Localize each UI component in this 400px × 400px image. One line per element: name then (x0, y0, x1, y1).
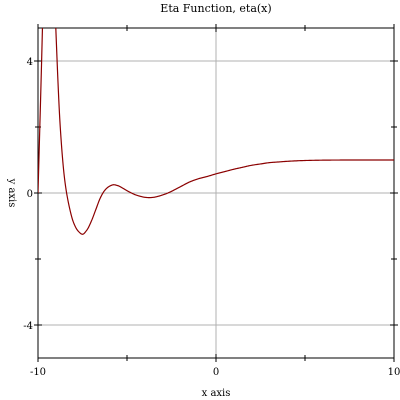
y-tick-label: 4 (27, 57, 33, 68)
x-tick-label: 0 (213, 367, 219, 378)
ticks (34, 24, 398, 362)
y-axis-label: y axis (6, 178, 17, 208)
series-line-0 (38, 28, 394, 235)
y-tick-label: 0 (27, 189, 33, 200)
grid (37, 28, 395, 358)
y-tick-label: -4 (23, 321, 33, 332)
x-tick-label: -10 (30, 367, 46, 378)
series-layer (38, 28, 394, 235)
chart-title: Eta Function, eta(x) (160, 2, 271, 15)
tick-labels: -10 0 10 -4 0 4 (23, 57, 400, 378)
x-axis-label: x axis (202, 388, 231, 399)
x-tick-label: 10 (388, 367, 400, 378)
